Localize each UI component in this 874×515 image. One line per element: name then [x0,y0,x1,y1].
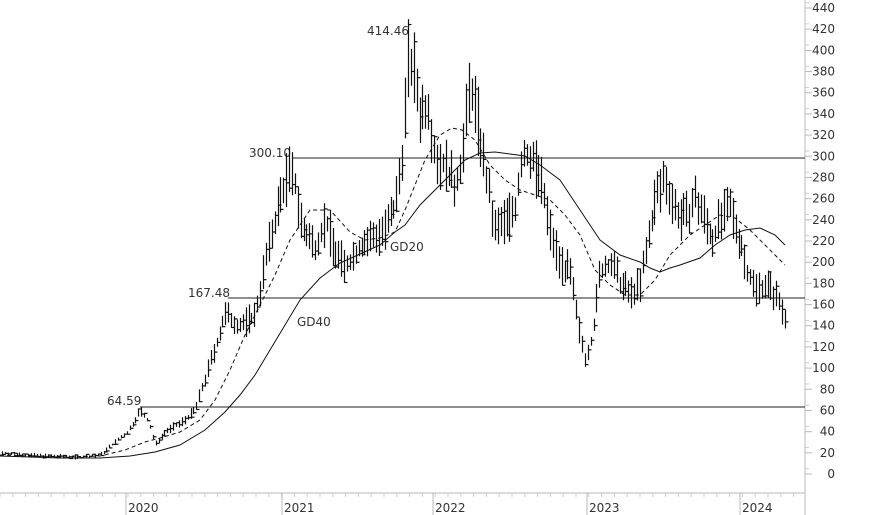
gd20-label: GD20 [390,240,424,254]
price-bars [1,19,789,460]
y-tick-label: 340 [812,107,835,121]
y-tick-label: 220 [812,234,835,248]
y-tick-label: 300 [812,149,835,163]
y-tick-label: 240 [812,213,835,227]
level-label-300: 300.10 [249,146,291,160]
y-tick-label: 160 [812,298,835,312]
y-tick-label: 60 [820,403,835,417]
y-tick-label: 280 [812,170,835,184]
x-tick-label: 2021 [284,501,315,515]
x-tick-label: 2022 [435,501,466,515]
gd20-line [0,127,786,458]
y-tick-label: 100 [812,361,835,375]
y-tick-label: 180 [812,276,835,290]
x-tick-label: 2024 [742,501,773,515]
x-tick-label: 2023 [589,501,620,515]
y-tick-label: 200 [812,255,835,269]
level-lines [140,157,805,408]
y-tick-label: 260 [812,192,835,206]
y-axis: 0 20 40 60 80 100 120 140 160 180 200 220 240 260 280 3… [805,1,835,481]
y-tick-label: 120 [812,340,835,354]
peak-label: 414.46 [367,24,409,38]
y-tick-label: 80 [820,382,835,396]
level-label-64: 64.59 [107,394,141,408]
y-tick-label: 380 [812,65,835,79]
y-tick-label: 20 [820,446,835,460]
y-tick-label: 360 [812,86,835,100]
x-axis: 2020 2021 2022 2023 2024 [0,493,795,515]
level-label-167: 167.48 [188,286,230,300]
x-tick-label: 2020 [128,501,159,515]
y-tick-label: 400 [812,43,835,57]
y-tick-label: 140 [812,319,835,333]
y-tick-label: 320 [812,128,835,142]
y-tick-label: 40 [820,425,835,439]
y-tick-label: 0 [827,467,835,481]
gd40-label: GD40 [297,315,331,329]
gd40-line [0,151,786,459]
y-tick-label: 420 [812,22,835,36]
y-tick-label: 440 [812,1,835,15]
